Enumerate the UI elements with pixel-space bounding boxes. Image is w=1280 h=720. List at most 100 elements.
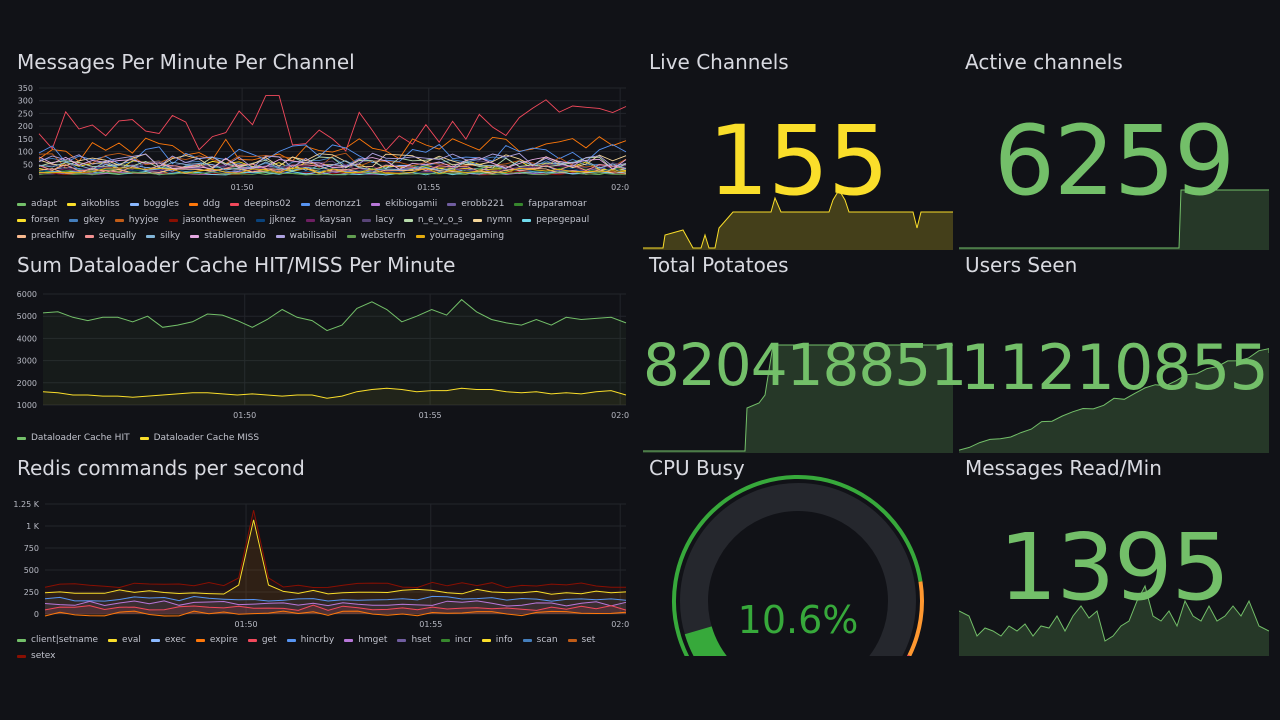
messages-chart[interactable]: 350 300 250 200 150 100 50 0 01:50 01:55 02:0 bbox=[11, 82, 631, 197]
redis-line-3 bbox=[44, 600, 627, 607]
legend-swatch bbox=[361, 218, 371, 222]
messages-legend-item[interactable]: demonzz1 bbox=[300, 196, 361, 212]
series-line-yourragegaming bbox=[38, 167, 627, 174]
users-seen-spark-line bbox=[959, 348, 1269, 451]
messages-legend-item[interactable]: pepegepaul bbox=[522, 212, 589, 228]
redis-legend-item[interactable]: get bbox=[247, 632, 277, 648]
messages-read-panel[interactable]: Messages Read/Min 1395 bbox=[959, 456, 1269, 656]
users-seen-panel[interactable]: Users Seen 11210855 bbox=[959, 253, 1269, 453]
legend-swatch bbox=[17, 638, 26, 642]
legend-swatch bbox=[84, 234, 94, 238]
redis-x-tick: 02:0 bbox=[611, 620, 629, 629]
messages-legend-item[interactable]: sequally bbox=[84, 228, 136, 244]
legend-swatch bbox=[522, 218, 532, 222]
active-channels-sparkline bbox=[959, 189, 1269, 250]
series-line-wabilisabil bbox=[38, 152, 627, 169]
gauge-threshold-orange bbox=[907, 581, 924, 656]
messages-legend-item[interactable]: nymn bbox=[472, 212, 512, 228]
cache-legend-item[interactable]: Dataloader Cache HIT bbox=[17, 430, 130, 446]
live-channels-panel[interactable]: Live Channels 155 bbox=[643, 50, 953, 250]
legend-label: aikobliss bbox=[81, 199, 120, 209]
legend-label: Dataloader Cache MISS bbox=[153, 433, 260, 443]
redis-legend-item[interactable]: expire bbox=[195, 632, 238, 648]
messages-legend-item[interactable]: stableronaldo bbox=[190, 228, 266, 244]
legend-swatch bbox=[17, 202, 26, 206]
cache-panel[interactable]: Sum Dataloader Cache HIT/MISS Per Minute… bbox=[11, 253, 631, 448]
total-potatoes-spark-area bbox=[643, 345, 953, 453]
redis-legend-item[interactable]: eval bbox=[108, 632, 141, 648]
redis-chart[interactable]: 1.25 K 1 K 750 500 250 0 01:50 01:55 02:0 bbox=[11, 494, 631, 634]
redis-legend-item[interactable]: hset bbox=[397, 632, 431, 648]
cpu-busy-panel[interactable]: CPU Busy 10.6% bbox=[643, 456, 953, 656]
messages-legend-item[interactable]: silky bbox=[146, 228, 180, 244]
cache-legend-item[interactable]: Dataloader Cache MISS bbox=[139, 430, 260, 446]
messages-legend-item[interactable]: kaysan bbox=[305, 212, 352, 228]
redis-legend-item[interactable]: incr bbox=[440, 632, 472, 648]
messages-legend-item[interactable]: lacy bbox=[361, 212, 394, 228]
cache-y-tick: 4000 bbox=[17, 334, 37, 343]
redis-legend-item[interactable]: setex bbox=[17, 648, 55, 664]
legend-label: expire bbox=[209, 635, 238, 645]
redis-legend-item[interactable]: client|setname bbox=[17, 632, 98, 648]
redis-legend-item[interactable]: exec bbox=[150, 632, 186, 648]
redis-legend-item[interactable]: hmget bbox=[344, 632, 387, 648]
series-line-kaysan bbox=[38, 163, 627, 173]
legend-label: info bbox=[495, 635, 513, 645]
messages-legend-item[interactable]: jjknez bbox=[255, 212, 296, 228]
messages-legend-item[interactable]: ddg bbox=[188, 196, 220, 212]
active-channels-value: 6259 bbox=[993, 105, 1235, 217]
messages-legend-item[interactable]: fapparamoar bbox=[514, 196, 587, 212]
redis-y-tick: 250 bbox=[24, 588, 39, 597]
legend-swatch bbox=[275, 234, 285, 238]
messages-legend-item[interactable]: yourragegaming bbox=[415, 228, 504, 244]
messages-legend-item[interactable]: adapt bbox=[17, 196, 57, 212]
active-channels-spark-line bbox=[959, 189, 1269, 249]
messages-legend: adapt aikobliss boggles ddg deepins02 demonzz… bbox=[17, 196, 627, 244]
live-channels-spark-area bbox=[643, 190, 953, 250]
legend-swatch bbox=[114, 218, 124, 222]
live-channels-title: Live Channels bbox=[649, 50, 789, 74]
redis-panel[interactable]: Redis commands per second 1.25 K 1 K 750 50… bbox=[11, 456, 631, 661]
messages-legend-item[interactable]: gkey bbox=[69, 212, 105, 228]
messages-legend-item[interactable]: n_e_v_o_s bbox=[403, 212, 463, 228]
messages-panel[interactable]: Messages Per Minute Per Channel 350 300 25… bbox=[11, 50, 631, 245]
messages-legend-item[interactable]: boggles bbox=[129, 196, 179, 212]
cpu-busy-title: CPU Busy bbox=[649, 456, 745, 480]
series-area-0 bbox=[43, 299, 626, 405]
redis-legend-item[interactable]: hincrby bbox=[286, 632, 334, 648]
legend-swatch bbox=[567, 638, 577, 642]
messages-y-tick: 0 bbox=[28, 173, 33, 182]
redis-legend-item[interactable]: scan bbox=[522, 632, 558, 648]
redis-x-tick: 01:50 bbox=[234, 620, 257, 629]
messages-legend-item[interactable]: preachlfw bbox=[17, 228, 75, 244]
messages-legend-item[interactable]: ekibiogamii bbox=[371, 196, 437, 212]
messages-legend-item[interactable]: wabilisabil bbox=[275, 228, 337, 244]
series-line-1 bbox=[42, 387, 627, 399]
legend-label: incr bbox=[454, 635, 472, 645]
redis-legend-item[interactable]: set bbox=[567, 632, 595, 648]
messages-legend-item[interactable]: aikobliss bbox=[67, 196, 120, 212]
legend-label: eval bbox=[122, 635, 141, 645]
cache-chart[interactable]: 6000 5000 4000 3000 2000 1000 01:50 01:55 02:0 bbox=[11, 287, 631, 427]
messages-legend-item[interactable]: hyyjoe bbox=[114, 212, 159, 228]
series-line-websterfn bbox=[38, 171, 627, 176]
messages-legend-item[interactable]: websterfn bbox=[346, 228, 406, 244]
cache-y-tick: 3000 bbox=[17, 357, 37, 366]
legend-label: preachlfw bbox=[31, 231, 75, 241]
cache-legend: Dataloader Cache HIT Dataloader Cache MIS… bbox=[17, 430, 627, 446]
active-channels-panel[interactable]: Active channels 6259 bbox=[959, 50, 1269, 250]
legend-swatch bbox=[286, 638, 296, 642]
cache-x-tick: 01:55 bbox=[419, 411, 442, 420]
messages-legend-item[interactable]: jasontheween bbox=[168, 212, 246, 228]
messages-legend-item[interactable]: erobb221 bbox=[447, 196, 504, 212]
gauge-value-arc bbox=[684, 625, 727, 656]
legend-swatch bbox=[305, 218, 315, 222]
total-potatoes-panel[interactable]: Total Potatoes 820418851 bbox=[643, 253, 967, 453]
live-channels-sparkline bbox=[643, 189, 953, 250]
messages-legend-item[interactable]: forsen bbox=[17, 212, 59, 228]
redis-legend-item[interactable]: info bbox=[481, 632, 513, 648]
legend-label: client|setname bbox=[31, 635, 99, 645]
messages-legend-item[interactable]: deepins02 bbox=[230, 196, 291, 212]
cache-x-tick: 01:50 bbox=[233, 411, 256, 420]
legend-label: Dataloader Cache HIT bbox=[31, 433, 130, 443]
